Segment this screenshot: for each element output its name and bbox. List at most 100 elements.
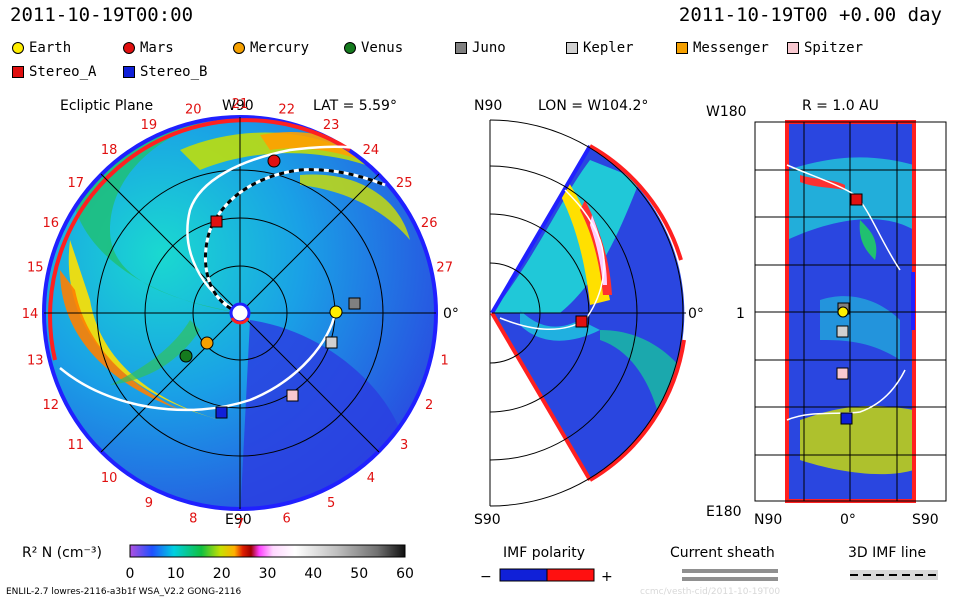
mars-marker	[267, 154, 281, 168]
legend-stereo-a: Stereo_A	[12, 64, 96, 80]
radial-x-mid: 0°	[840, 512, 856, 528]
legend-mercury: Mercury	[233, 40, 309, 56]
sector-number: 7	[236, 517, 244, 532]
sector-number: 27	[436, 260, 453, 275]
ecliptic-title: Ecliptic Plane	[60, 98, 153, 114]
colorbar-tick: 20	[213, 566, 231, 582]
sector-number: 23	[323, 118, 340, 133]
legend-label: Mars	[140, 40, 174, 56]
colorbar-tick: 40	[304, 566, 322, 582]
radial-spitzer-marker	[836, 367, 849, 380]
legend-messenger: Messenger	[676, 40, 769, 56]
sector-number: 9	[145, 496, 153, 511]
current-sheath-title: Current sheath	[670, 545, 775, 561]
ecliptic-top-label: W90	[222, 98, 254, 114]
imf-minus: −	[480, 569, 492, 585]
sector-number: 10	[101, 471, 118, 486]
sector-number: 5	[327, 496, 335, 511]
colorbar-tick: 50	[350, 566, 368, 582]
sector-number: 13	[27, 354, 44, 369]
ecliptic-right-label: 0°	[443, 306, 459, 322]
colorbar-tick: 60	[396, 566, 414, 582]
radial-earth-marker	[837, 306, 849, 318]
imf-positive-swatch	[546, 568, 595, 582]
colorbar-tick: 10	[167, 566, 185, 582]
radial-x-right: S90	[912, 512, 939, 528]
colorbar-tick: 0	[126, 566, 135, 582]
sector-number: 19	[141, 118, 158, 133]
stereo-b-marker	[215, 406, 228, 419]
ecliptic-panel: Ecliptic Plane W90 LAT = 5.59° E90 0° 12…	[22, 97, 459, 532]
colorbar-tick: 30	[259, 566, 277, 582]
sector-number: 25	[396, 176, 413, 191]
legend-label: Kepler	[583, 40, 634, 56]
legend-label: Spitzer	[804, 40, 864, 56]
legend-venus: Venus	[344, 40, 403, 56]
spitzer-marker	[286, 389, 299, 402]
legend-mars: Mars	[123, 40, 174, 56]
spitzer-marker-icon	[787, 42, 799, 54]
sector-number: 17	[68, 176, 85, 191]
sector-number: 24	[363, 143, 380, 158]
mercury-marker	[200, 336, 214, 350]
ecliptic-bottom-label: E90	[225, 512, 252, 528]
earth-marker-icon	[12, 42, 24, 54]
meridional-panel: N90 LON = W104.2° S90 0°	[474, 98, 704, 528]
stereo-a-marker	[210, 215, 223, 228]
legend-label: Messenger	[693, 40, 769, 56]
sector-number: 2	[425, 398, 433, 413]
legend-juno: Juno	[455, 40, 506, 56]
sector-number: 14	[22, 307, 39, 322]
meridional-stereo-a-marker	[575, 315, 588, 328]
messenger-marker-icon	[676, 42, 688, 54]
legend-label: Venus	[361, 40, 404, 56]
legend-spitzer: Spitzer	[787, 40, 863, 56]
colorbar: R² N (cm⁻³) 0 10 20 30 40 50 60	[22, 544, 414, 582]
legend-kepler: Kepler	[566, 40, 634, 56]
juno-marker	[348, 297, 361, 310]
mercury-marker-icon	[233, 42, 245, 54]
imf-title: IMF polarity	[503, 545, 585, 561]
timestamp-left: 2011-10-19T00:00	[10, 4, 194, 26]
imf-polarity-legend: IMF polarity − +	[480, 545, 613, 585]
meridional-right-label: 0°	[688, 306, 704, 322]
kepler-marker-icon	[566, 42, 578, 54]
sector-number: 1	[441, 354, 449, 369]
legend-label: Stereo_B	[140, 64, 208, 80]
sector-number: 22	[278, 102, 295, 117]
meridional-lon-label: LON = W104.2°	[538, 98, 648, 114]
sector-number: 18	[101, 143, 118, 158]
legend-label: Earth	[29, 40, 72, 56]
sector-number: 6	[283, 512, 291, 527]
imf-line-title: 3D IMF line	[848, 545, 926, 561]
juno-marker-icon	[455, 42, 467, 54]
sector-number: 4	[367, 471, 375, 486]
venus-marker	[179, 349, 193, 363]
radial-panel: W180 R = 1.0 AU 1 E180 N90 0° S90	[706, 98, 947, 528]
legend-label: Stereo_A	[29, 64, 97, 80]
stereo-a-marker-icon	[12, 66, 24, 78]
meridional-bottom-label: S90	[474, 512, 501, 528]
radial-mid-label: 1	[736, 306, 745, 322]
timestamp-right: 2011-10-19T00 +0.00 day	[678, 4, 942, 26]
sector-number: 16	[43, 216, 60, 231]
watermark: ccmc/vesth-cid/2011-10-19T00	[640, 587, 781, 597]
radial-kepler-marker	[836, 325, 849, 338]
colorbar-label: R² N (cm⁻³)	[22, 545, 102, 561]
venus-marker-icon	[344, 42, 356, 54]
legend-stereo-b: Stereo_B	[123, 64, 207, 80]
current-sheath-legend: Current sheath	[670, 545, 778, 581]
sector-number: 15	[27, 260, 44, 275]
stereo-b-marker-icon	[123, 66, 135, 78]
sector-number: 8	[189, 512, 197, 527]
colorbar-ticks: 0 10 20 30 40 50 60	[126, 566, 414, 582]
kepler-marker	[325, 336, 338, 349]
legend-label: Mercury	[250, 40, 310, 56]
mars-marker-icon	[123, 42, 135, 54]
sector-number: 11	[68, 438, 85, 453]
legend-earth: Earth	[12, 40, 71, 56]
radial-r-label: R = 1.0 AU	[802, 98, 879, 114]
meridional-top-label: N90	[474, 98, 502, 114]
sector-number: 26	[421, 216, 438, 231]
